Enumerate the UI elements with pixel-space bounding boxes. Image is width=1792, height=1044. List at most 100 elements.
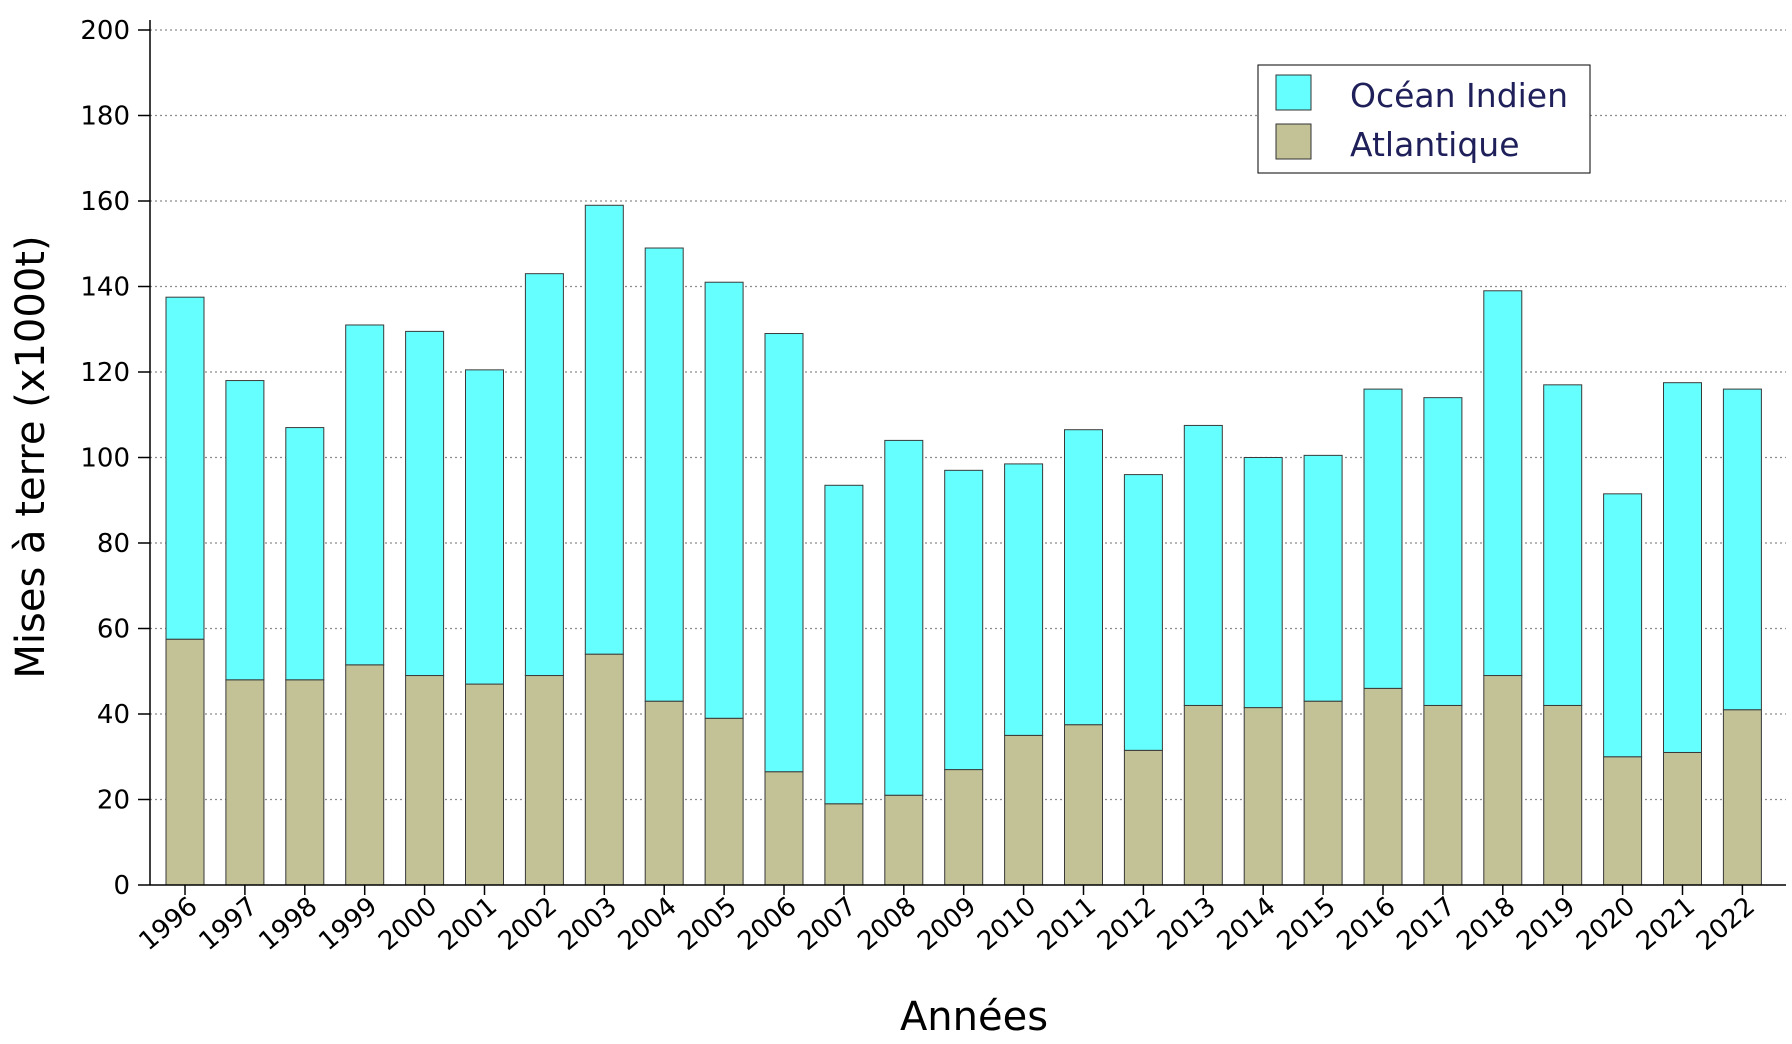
x-tick-label-2017: 2017 — [1391, 891, 1461, 957]
x-tick-label-2019: 2019 — [1511, 891, 1581, 957]
x-tick-label-2016: 2016 — [1332, 891, 1402, 957]
bar-oc-an-indien-1997 — [225, 380, 265, 681]
x-tick-label-2011: 2011 — [1032, 891, 1102, 957]
x-tick-label-2009: 2009 — [912, 891, 982, 957]
x-ticks: 1996199719981999200020012002200320042005… — [134, 885, 1761, 957]
bar-oc-an-indien-2021 — [1663, 382, 1702, 753]
legend-box — [1257, 64, 1591, 174]
bar-atlantique-2021 — [1663, 751, 1702, 886]
bar-oc-an-indien-2000 — [405, 330, 445, 677]
bar-atlantique-1998 — [285, 679, 325, 886]
bar-oc-an-indien-2020 — [1603, 493, 1643, 758]
legend-swatch-ocean-indien — [1275, 74, 1312, 111]
bar-atlantique-2000 — [405, 675, 445, 886]
y-ticks: 0 20 40 60 80 100 120 140 160 180 200 — [80, 16, 150, 901]
bar-atlantique-2022 — [1722, 709, 1762, 886]
bar-oc-an-indien-1996 — [165, 296, 205, 640]
bar-atlantique-1997 — [225, 679, 265, 886]
x-tick-label-1996: 1996 — [134, 891, 204, 957]
x-tick-label-2014: 2014 — [1212, 891, 1282, 957]
x-tick-label-1998: 1998 — [253, 891, 323, 957]
bar-oc-an-indien-1999 — [345, 324, 385, 666]
x-tick-label-2022: 2022 — [1691, 891, 1761, 957]
x-tick-label-2007: 2007 — [792, 891, 862, 957]
y-tick-label-200: 200 — [80, 16, 130, 46]
x-tick-label-2003: 2003 — [553, 891, 623, 957]
x-tick-label-2002: 2002 — [493, 891, 563, 957]
bar-atlantique-2019 — [1543, 704, 1583, 886]
x-tick-label-2015: 2015 — [1272, 891, 1342, 957]
bar-atlantique-1996 — [165, 638, 205, 886]
bars — [165, 204, 1762, 886]
y-tick-label-0: 0 — [113, 871, 130, 901]
bar-atlantique-2004 — [644, 700, 684, 886]
bar-oc-an-indien-2011 — [1064, 429, 1103, 726]
bar-atlantique-2007 — [824, 803, 864, 886]
y-tick-label-40: 40 — [97, 700, 130, 730]
y-tick-label-160: 160 — [80, 187, 130, 217]
bar-oc-an-indien-2004 — [644, 247, 684, 702]
bar-atlantique-2011 — [1064, 724, 1103, 886]
bar-oc-an-indien-1998 — [285, 427, 325, 681]
x-axis-title: Années — [900, 994, 1048, 1040]
bar-atlantique-2018 — [1483, 675, 1523, 886]
bar-atlantique-2009 — [944, 769, 984, 886]
x-tick-label-2018: 2018 — [1451, 891, 1521, 957]
x-tick-label-2006: 2006 — [733, 891, 803, 957]
y-tick-label-140: 140 — [80, 273, 130, 303]
legend-label-ocean-indien: Océan Indien — [1350, 76, 1568, 115]
y-tick-label-100: 100 — [80, 444, 130, 474]
bar-oc-an-indien-2013 — [1183, 424, 1223, 706]
bar-oc-an-indien-2009 — [944, 469, 984, 771]
bar-oc-an-indien-2005 — [704, 281, 744, 719]
y-tick-label-60: 60 — [97, 615, 130, 645]
bar-oc-an-indien-2012 — [1123, 474, 1163, 751]
bar-atlantique-2005 — [704, 717, 744, 886]
y-tick-label-120: 120 — [80, 358, 130, 388]
bar-oc-an-indien-2017 — [1423, 397, 1463, 706]
x-tick-label-2021: 2021 — [1631, 891, 1701, 957]
bar-atlantique-2001 — [465, 683, 504, 886]
bar-oc-an-indien-2003 — [584, 204, 624, 655]
bar-atlantique-2017 — [1423, 704, 1463, 886]
y-tick-label-20: 20 — [97, 786, 130, 816]
bar-atlantique-2020 — [1603, 756, 1643, 886]
bar-atlantique-2012 — [1123, 749, 1163, 886]
bar-oc-an-indien-2007 — [824, 484, 864, 805]
bar-atlantique-2015 — [1303, 700, 1343, 886]
y-tick-label-180: 180 — [80, 102, 130, 132]
bar-oc-an-indien-2002 — [524, 273, 564, 677]
bar-atlantique-2006 — [764, 771, 804, 886]
bar-oc-an-indien-2001 — [465, 369, 504, 685]
x-tick-label-2001: 2001 — [433, 891, 503, 957]
x-tick-label-2012: 2012 — [1092, 891, 1162, 957]
legend: Océan Indien Atlantique — [1257, 64, 1591, 174]
bar-oc-an-indien-2018 — [1483, 290, 1523, 677]
axes — [149, 20, 1786, 886]
legend-label-atlantique: Atlantique — [1350, 125, 1520, 164]
bar-atlantique-2008 — [884, 794, 924, 886]
bar-atlantique-2016 — [1363, 687, 1403, 886]
bar-atlantique-2003 — [584, 653, 624, 886]
bar-atlantique-2010 — [1004, 734, 1044, 886]
y-axis-title: Mises à terre (x1000t) — [8, 235, 54, 678]
bar-oc-an-indien-2016 — [1363, 388, 1403, 689]
x-tick-label-2005: 2005 — [673, 891, 743, 957]
x-tick-label-2000: 2000 — [373, 891, 443, 957]
bar-oc-an-indien-2022 — [1722, 388, 1762, 711]
bar-oc-an-indien-2008 — [884, 439, 924, 796]
bar-oc-an-indien-2015 — [1303, 454, 1343, 702]
bar-atlantique-1999 — [345, 664, 385, 886]
bar-oc-an-indien-2010 — [1004, 463, 1044, 736]
bar-oc-an-indien-2006 — [764, 333, 804, 773]
x-tick-label-2020: 2020 — [1571, 891, 1641, 957]
x-tick-label-2010: 2010 — [972, 891, 1042, 957]
bar-atlantique-2002 — [524, 675, 564, 886]
bar-oc-an-indien-2014 — [1243, 457, 1283, 709]
bar-oc-an-indien-2019 — [1543, 384, 1583, 706]
x-tick-label-2004: 2004 — [613, 891, 683, 957]
y-tick-label-80: 80 — [97, 529, 130, 559]
x-tick-label-2008: 2008 — [852, 891, 922, 957]
bar-atlantique-2013 — [1183, 704, 1223, 886]
